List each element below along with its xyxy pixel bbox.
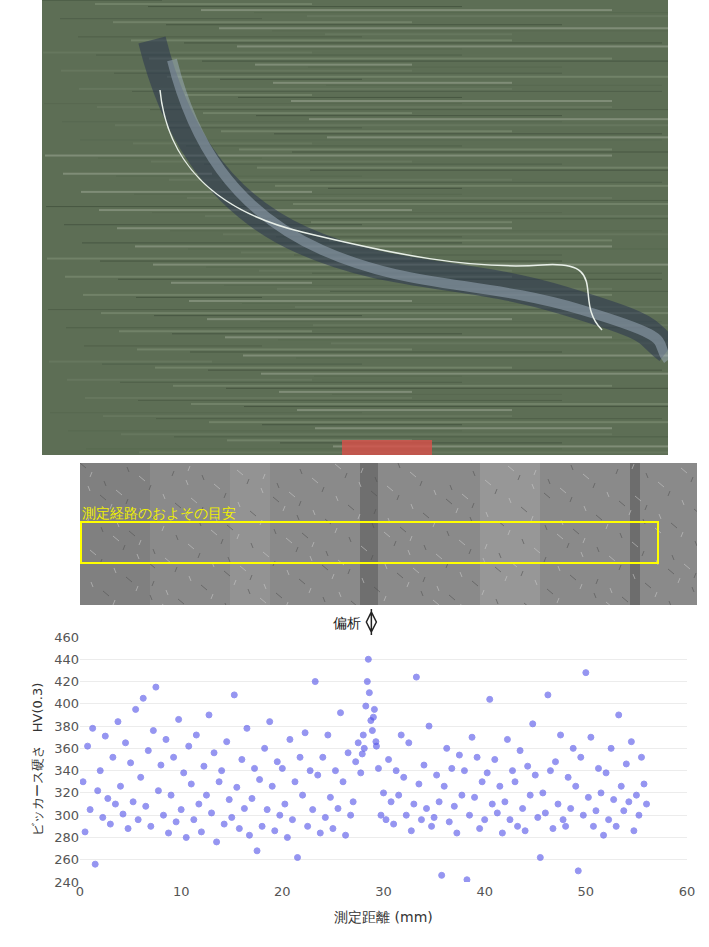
svg-text:40: 40 bbox=[476, 884, 493, 899]
svg-text:420: 420 bbox=[54, 674, 79, 689]
svg-text:50: 50 bbox=[578, 884, 595, 899]
svg-text:320: 320 bbox=[54, 785, 79, 800]
svg-text:20: 20 bbox=[274, 884, 291, 899]
svg-text:360: 360 bbox=[54, 741, 79, 756]
svg-text:測定経路のおよその目安: 測定経路のおよその目安 bbox=[82, 505, 236, 521]
svg-text:測定距離 (mm): 測定距離 (mm) bbox=[334, 909, 433, 925]
svg-text:偏析: 偏析 bbox=[333, 615, 361, 631]
svg-text:400: 400 bbox=[54, 696, 79, 711]
svg-text:60: 60 bbox=[679, 884, 696, 899]
svg-text:240: 240 bbox=[54, 875, 79, 890]
svg-text:440: 440 bbox=[54, 652, 79, 667]
svg-text:300: 300 bbox=[54, 808, 79, 823]
svg-text:460: 460 bbox=[54, 630, 79, 645]
svg-text:280: 280 bbox=[54, 830, 79, 845]
svg-text:30: 30 bbox=[375, 884, 392, 899]
svg-text:0: 0 bbox=[76, 884, 84, 899]
svg-text:260: 260 bbox=[54, 852, 79, 867]
svg-text:10: 10 bbox=[173, 884, 190, 899]
svg-text:ビッカース硬さ HV(0.3): ビッカース硬さ HV(0.3) bbox=[30, 683, 45, 837]
svg-text:380: 380 bbox=[54, 719, 79, 734]
svg-text:340: 340 bbox=[54, 763, 79, 778]
